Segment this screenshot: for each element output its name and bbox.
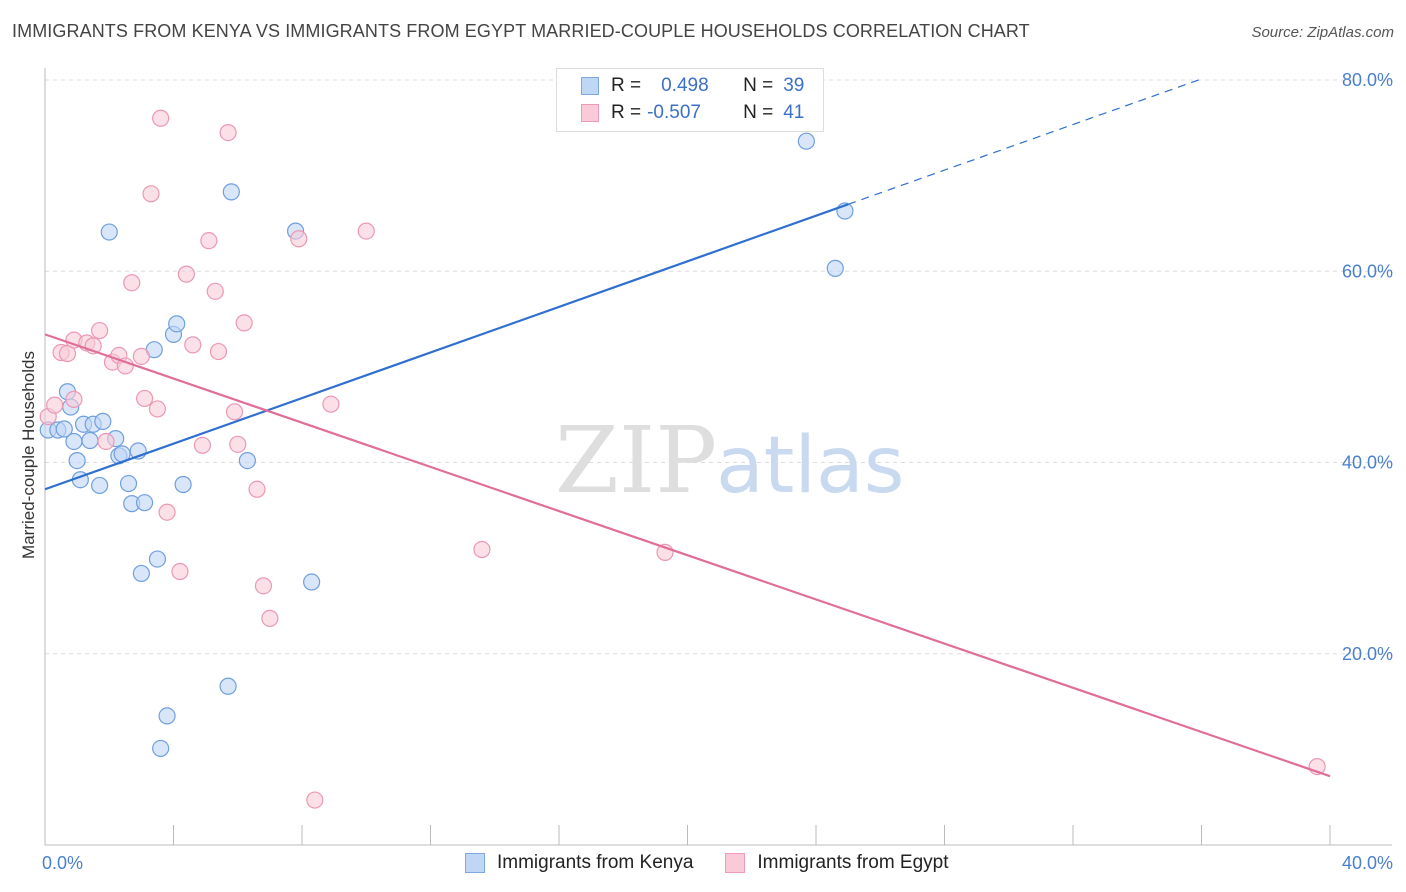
egypt-point	[184, 336, 202, 354]
egypt-point	[209, 342, 228, 361]
kenya-n-label: N =	[743, 75, 774, 96]
legend-item-egypt[interactable]: Immigrants from Egypt	[725, 852, 949, 874]
egypt-point	[148, 400, 167, 418]
kenya-point	[81, 431, 99, 450]
egypt-point	[248, 480, 266, 498]
egypt-point	[158, 503, 176, 521]
kenya-point	[174, 475, 192, 494]
kenya-n-value: 39	[783, 75, 805, 96]
gridlines	[45, 79, 1392, 655]
egypt-point	[290, 230, 308, 248]
legend-item-kenya[interactable]: Immigrants from Kenya	[465, 852, 693, 874]
egypt-trend-line	[44, 333, 1331, 778]
egypt-point	[116, 357, 134, 375]
kenya-legend-label: Immigrants from Kenya	[497, 852, 694, 873]
egypt-legend-label: Immigrants from Egypt	[757, 852, 949, 873]
y-axis-label: Married-couple Households	[19, 351, 38, 559]
series-legend: Immigrants from Kenya Immigrants from Eg…	[465, 852, 981, 874]
egypt-point	[193, 436, 212, 454]
kenya-point	[100, 223, 118, 241]
egypt-n-value: 41	[783, 102, 805, 123]
egypt-point	[177, 265, 195, 283]
watermark: ZIP atlas	[555, 407, 905, 514]
kenya-point	[158, 707, 176, 725]
egypt-point	[473, 540, 491, 559]
egypt-point	[142, 185, 160, 203]
kenya-point	[148, 550, 167, 568]
y-tick-label: 40.0%	[1342, 453, 1393, 473]
kenya-point	[55, 420, 73, 438]
y-tick-labels: 20.0% 40.0% 60.0% 80.0%	[1342, 70, 1393, 664]
kenya-point	[222, 183, 240, 201]
egypt-point	[229, 435, 247, 453]
kenya-point	[119, 474, 138, 493]
egypt-point	[206, 282, 224, 300]
egypt-point	[91, 321, 109, 340]
watermark-atlas: atlas	[716, 421, 905, 511]
kenya-point	[826, 259, 844, 277]
chart-title: IMMIGRANTS FROM KENYA VS IMMIGRANTS FROM…	[12, 21, 1030, 41]
egypt-point	[123, 274, 141, 292]
legend-row-kenya: R = 0.498 N = 39	[581, 73, 804, 99]
egypt-point	[65, 390, 83, 408]
kenya-point	[94, 412, 112, 430]
egypt-point	[261, 609, 279, 627]
watermark-zip: ZIP	[555, 407, 717, 514]
kenya-point	[238, 451, 256, 470]
egypt-point	[254, 577, 273, 595]
egypt-point	[152, 109, 170, 127]
egypt-point	[97, 432, 115, 451]
kenya-point	[797, 132, 815, 150]
y-tick-label: 20.0%	[1342, 644, 1393, 664]
y-tick-label: 60.0%	[1342, 261, 1393, 281]
egypt-point	[357, 222, 375, 240]
egypt-point	[200, 232, 218, 250]
legend-row-egypt: R = -0.507 N = 41	[581, 100, 804, 126]
egypt-r-label: R =	[611, 102, 642, 123]
kenya-point	[132, 564, 150, 583]
egypt-point	[132, 347, 150, 365]
kenya-point	[68, 451, 86, 470]
y-tick-label: 80.0%	[1342, 70, 1393, 90]
kenya-trend-extension	[847, 78, 1202, 205]
stats-legend: R = 0.498 N = 39 R = -0.507 N = 41	[556, 68, 824, 132]
kenya-point	[91, 476, 109, 495]
kenya-trend-line	[44, 203, 849, 491]
kenya-point	[135, 494, 154, 512]
kenya-point	[219, 677, 237, 695]
egypt-legend-swatch	[725, 853, 746, 873]
egypt-swatch	[581, 104, 599, 122]
egypt-point	[219, 123, 237, 142]
kenya-point	[303, 573, 321, 591]
x-tick-label: 0.0%	[42, 853, 83, 873]
kenya-r-value: 0.498	[661, 75, 709, 96]
egypt-n-label: N =	[743, 102, 774, 123]
egypt-point	[306, 791, 324, 809]
egypt-point	[322, 395, 340, 413]
kenya-point	[168, 315, 186, 333]
source-label: Source: ZipAtlas.com	[1251, 24, 1394, 41]
egypt-point	[235, 314, 253, 332]
kenya-legend-swatch	[465, 853, 485, 873]
egypt-point	[135, 389, 154, 408]
egypt-r-value: -0.507	[647, 102, 701, 123]
kenya-r-label: R =	[611, 75, 642, 96]
kenya-swatch	[581, 77, 599, 95]
series-egypt-points	[39, 109, 1326, 809]
trend-lines	[44, 78, 1331, 778]
x-tick-label: 40.0%	[1342, 853, 1393, 873]
x-tick-labels: 0.0% 40.0%	[42, 853, 1393, 873]
kenya-point	[152, 739, 170, 758]
egypt-point	[171, 562, 189, 581]
kenya-point	[65, 432, 83, 451]
egypt-point	[46, 396, 64, 414]
axes	[44, 68, 1392, 846]
egypt-point	[225, 403, 244, 421]
